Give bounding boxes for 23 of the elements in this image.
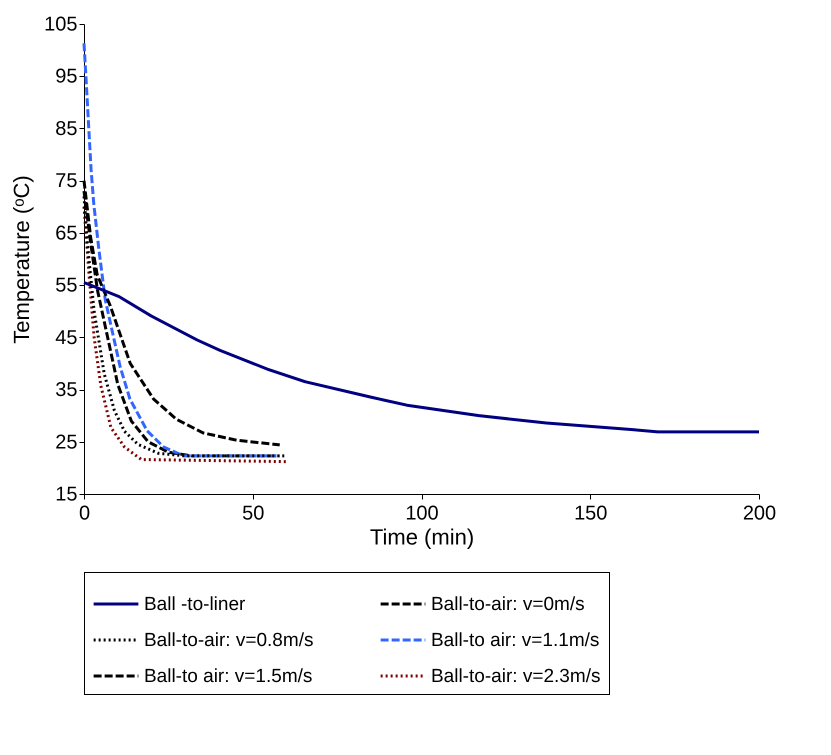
y-tick-label: 65 xyxy=(55,222,78,244)
x-tick-label: 200 xyxy=(742,502,776,524)
legend-label: Ball-to air: v=1.1m/s xyxy=(431,630,600,651)
y-tick-label: 55 xyxy=(55,274,78,297)
y-axis-title: Temperature (ᵒC) xyxy=(9,175,34,344)
x-tick-label: 0 xyxy=(78,502,90,524)
y-tick-label: 85 xyxy=(55,118,78,140)
y-tick-label: 75 xyxy=(55,170,78,192)
x-tick-label: 100 xyxy=(405,502,439,524)
y-tick-label: 105 xyxy=(44,14,78,36)
x-tick-label: 50 xyxy=(242,502,264,524)
y-tick-label: 95 xyxy=(55,66,78,88)
legend-label: Ball-to-air: v=2.3m/s xyxy=(431,666,600,687)
legend-label: Ball-to air: v=1.5m/s xyxy=(144,666,312,687)
y-tick-label: 25 xyxy=(55,431,78,454)
x-tick-label: 150 xyxy=(574,502,608,524)
legend-label: Ball -to-liner xyxy=(144,594,246,615)
y-tick-label: 45 xyxy=(55,326,78,349)
legend-label: Ball-to-air: v=0.8m/s xyxy=(144,630,314,651)
x-axis-title: Time (min) xyxy=(370,524,474,550)
y-tick-label: 35 xyxy=(55,379,78,402)
y-tick-label: 15 xyxy=(55,484,78,506)
legend-label: Ball-to-air: v=0m/s xyxy=(431,594,585,615)
